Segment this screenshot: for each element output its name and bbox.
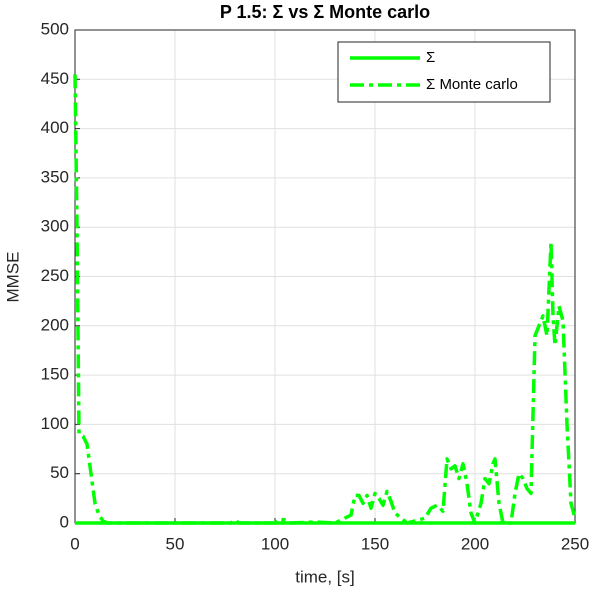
y-tick-label: 100 — [41, 414, 69, 433]
y-tick-label: 0 — [60, 512, 69, 531]
x-tick-label: 50 — [166, 534, 185, 553]
x-tick-label: 250 — [561, 534, 589, 553]
x-tick-label: 0 — [70, 534, 79, 553]
y-axis-label: MMSE — [3, 252, 22, 303]
y-tick-label: 50 — [50, 463, 69, 482]
y-tick-label: 350 — [41, 167, 69, 186]
legend-label: Σ Monte carlo — [426, 76, 518, 93]
x-axis-label: time, [s] — [295, 567, 355, 586]
y-tick-label: 400 — [41, 118, 69, 137]
y-tick-label: 300 — [41, 217, 69, 236]
x-tick-label: 200 — [461, 534, 489, 553]
x-tick-label: 100 — [261, 534, 289, 553]
y-tick-label: 500 — [41, 19, 69, 38]
y-tick-label: 200 — [41, 315, 69, 334]
y-tick-label: 150 — [41, 365, 69, 384]
data-line — [73, 74, 577, 525]
y-tick-label: 450 — [41, 69, 69, 88]
x-tick-label: 150 — [361, 534, 389, 553]
legend-box — [337, 41, 551, 103]
y-tick-label: 250 — [41, 266, 69, 285]
legend-label: Σ — [426, 49, 435, 66]
chart-title: P 1.5: Σ vs Σ Monte carlo — [220, 2, 430, 22]
